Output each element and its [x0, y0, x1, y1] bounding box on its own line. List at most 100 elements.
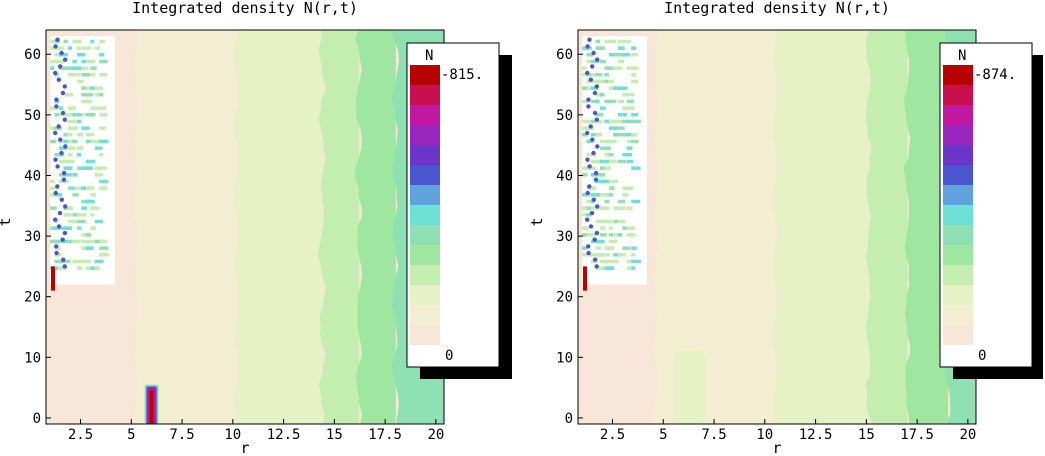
filament-blob	[608, 266, 615, 270]
filament-blob	[599, 233, 607, 237]
filament-blob	[582, 213, 588, 217]
filament-blob	[81, 99, 88, 104]
filament-blob	[50, 126, 58, 130]
filament-blob	[59, 179, 64, 184]
filament-blob	[90, 239, 99, 244]
legend-swatch	[943, 85, 973, 105]
filament-blob	[81, 73, 91, 77]
filament-blob	[599, 259, 607, 264]
filament-spine	[591, 50, 596, 56]
legend-top-label: -815.	[441, 67, 483, 83]
filament-blob	[617, 133, 628, 137]
filament-blob	[622, 246, 631, 250]
filament-blob	[76, 119, 81, 124]
filament-blob	[631, 233, 636, 237]
color-legend: N -815. 0	[406, 42, 512, 379]
filament-blob	[94, 266, 101, 270]
filament-blob	[67, 239, 73, 244]
filament-blob	[613, 233, 622, 237]
y-tick-label: 40	[556, 168, 573, 184]
filament-spine	[56, 124, 61, 129]
filament-blob	[604, 193, 612, 197]
filament-blob	[76, 153, 81, 157]
filament-blob	[99, 253, 109, 257]
contour-band	[233, 30, 323, 424]
filament-blob	[631, 119, 641, 124]
filament-blob	[99, 93, 104, 97]
filament-spine	[53, 130, 58, 136]
filament-blob	[54, 73, 59, 77]
filament-spine	[55, 184, 60, 189]
filament-blob	[626, 139, 634, 144]
filament-blob	[608, 126, 619, 130]
contour-band	[132, 30, 238, 424]
filament-blob	[586, 253, 596, 257]
filament-blob	[63, 226, 72, 230]
x-tick-label: 15	[858, 427, 875, 443]
filament-blob	[63, 259, 71, 264]
filament-blob	[54, 53, 60, 57]
filament-blob	[99, 139, 109, 144]
filament-blob	[613, 133, 620, 137]
filament-spine	[594, 264, 599, 269]
filament-blob	[631, 73, 636, 77]
x-tick-label: 7.5	[701, 427, 726, 443]
filament-blob	[604, 179, 610, 184]
x-tick-label: 15	[326, 427, 343, 443]
x-axis-ticks: 2.5 5 7.5 10 12.5 15 17.5 20	[600, 419, 976, 443]
filament-spine	[586, 97, 591, 102]
filament-blob	[582, 226, 589, 230]
filament-spine	[59, 50, 64, 56]
y-tick-label: 50	[556, 108, 573, 124]
filament-blob	[59, 226, 68, 230]
filament-spine	[63, 144, 68, 149]
filament-blob	[617, 253, 627, 257]
filament-blob	[591, 186, 597, 190]
filament-blob	[582, 253, 590, 257]
filament-blob	[608, 119, 618, 124]
filament-spine	[57, 210, 63, 216]
filament-blob	[63, 239, 69, 244]
filament-blob	[586, 199, 596, 204]
filament-blob	[90, 213, 95, 217]
filament-blob	[99, 113, 108, 117]
filament-spine	[592, 237, 597, 242]
filament-blob	[50, 226, 59, 230]
density-panel-right: Integrated density N(r,t) 2.5 5 7.5 10 12.5 1…	[528, 0, 1043, 456]
y-tick-label: 60	[556, 47, 573, 63]
filament-blob	[50, 106, 56, 110]
filament-blob	[595, 266, 605, 270]
filament-blob	[59, 159, 67, 164]
filament-blob	[617, 219, 626, 224]
y-axis-label: t	[0, 217, 14, 226]
filament-spine	[589, 210, 595, 216]
filament-blob	[586, 213, 592, 217]
filament-blob	[81, 46, 92, 50]
filament-spine	[587, 164, 592, 169]
filament-blob	[50, 66, 55, 70]
legend-swatch	[410, 185, 440, 205]
filament-blob	[582, 246, 587, 250]
filament-blob	[59, 173, 64, 177]
filament-blob	[617, 46, 625, 50]
filament-spine	[58, 64, 63, 69]
filament-blob	[94, 239, 104, 244]
filament-blob	[76, 146, 84, 150]
filament-spine	[585, 157, 590, 162]
filament-blob	[631, 46, 637, 50]
filament-blob	[50, 39, 58, 44]
filament-blob	[595, 93, 603, 97]
filament-blob	[90, 39, 95, 44]
filament-blob	[608, 246, 615, 250]
filament-spine	[590, 64, 595, 69]
filament-blob	[81, 93, 89, 97]
filament-blob	[99, 53, 105, 57]
filament-spine	[62, 84, 67, 89]
filament-blob	[67, 186, 76, 190]
filament-blob	[599, 59, 606, 64]
legend-swatch	[410, 325, 440, 345]
x-tick-label: 17.5	[368, 427, 402, 443]
filament-spine	[60, 90, 66, 96]
filament-blob	[59, 146, 68, 150]
filament-blob	[63, 206, 72, 210]
